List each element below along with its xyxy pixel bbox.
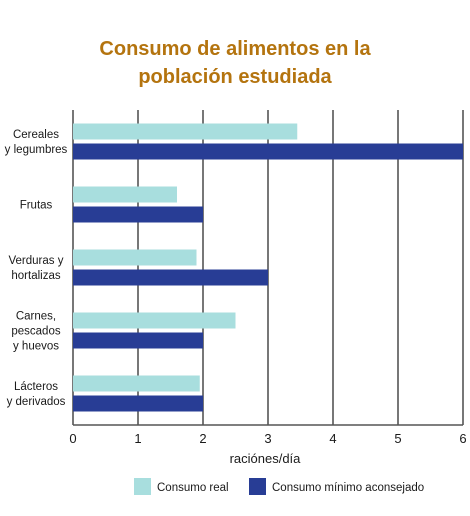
bar-real-2: [73, 249, 197, 266]
x-axis: 0 1 2 3 4 5 6: [69, 424, 467, 446]
x-tick-label: 0: [69, 431, 76, 446]
bar-real-0: [73, 123, 298, 140]
category-label: Verduras y hortalizas: [9, 255, 64, 282]
category-label: Carnes, pescados y huevos: [11, 311, 60, 353]
legend-label: Consumo mínimo aconsejado: [272, 482, 424, 494]
x-tick-label: 3: [264, 431, 271, 446]
legend-label: Consumo real: [157, 482, 229, 494]
x-tick-label: 1: [134, 431, 141, 446]
category-label: Cereales y legumbres: [5, 129, 68, 156]
category-label: Frutas: [20, 200, 53, 212]
x-tick-label: 6: [459, 431, 466, 446]
bar-real-3: [73, 312, 236, 329]
legend: Consumo real Consumo mínimo aconsejado: [134, 478, 424, 495]
legend-swatch: [134, 478, 151, 495]
bar-minimo-4: [73, 395, 203, 412]
x-tick-label: 5: [394, 431, 401, 446]
bar-minimo-0: [73, 143, 463, 160]
category-label: Lácteros y derivados: [7, 381, 66, 408]
grid-lines: [72, 110, 464, 425]
legend-swatch: [249, 478, 266, 495]
x-tick-label: 2: [199, 431, 206, 446]
x-tick-label: 4: [329, 431, 336, 446]
chart-title-line-2: población estudiada: [138, 66, 332, 88]
category-labels: Cereales y legumbres Frutas Verduras y horta…: [5, 129, 68, 408]
bar-real-1: [73, 186, 177, 203]
bar-minimo-2: [73, 269, 268, 286]
bar-minimo-1: [73, 206, 203, 223]
bar-minimo-3: [73, 332, 203, 349]
chart-title-line-1: Consumo de alimentos en la: [99, 38, 371, 60]
bar-real-4: [73, 375, 200, 392]
x-axis-label: raciónes/día: [230, 451, 302, 466]
bars: [73, 123, 463, 412]
